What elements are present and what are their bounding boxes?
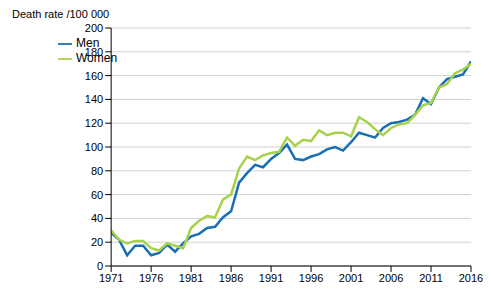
svg-text:60: 60: [91, 189, 103, 201]
svg-text:120: 120: [85, 117, 103, 129]
svg-text:2006: 2006: [379, 272, 403, 284]
svg-text:40: 40: [91, 212, 103, 224]
svg-text:20: 20: [91, 236, 103, 248]
svg-text:1986: 1986: [219, 272, 243, 284]
svg-text:1981: 1981: [179, 272, 203, 284]
svg-text:100: 100: [85, 141, 103, 153]
svg-text:200: 200: [85, 22, 103, 34]
svg-text:2016: 2016: [459, 272, 483, 284]
svg-text:140: 140: [85, 93, 103, 105]
svg-text:180: 180: [85, 46, 103, 58]
svg-text:1976: 1976: [139, 272, 163, 284]
svg-text:2001: 2001: [339, 272, 363, 284]
svg-text:0: 0: [97, 260, 103, 272]
svg-text:1971: 1971: [99, 272, 123, 284]
svg-text:160: 160: [85, 70, 103, 82]
svg-text:80: 80: [91, 165, 103, 177]
svg-text:1991: 1991: [259, 272, 283, 284]
svg-text:2011: 2011: [419, 272, 443, 284]
svg-text:1996: 1996: [299, 272, 323, 284]
